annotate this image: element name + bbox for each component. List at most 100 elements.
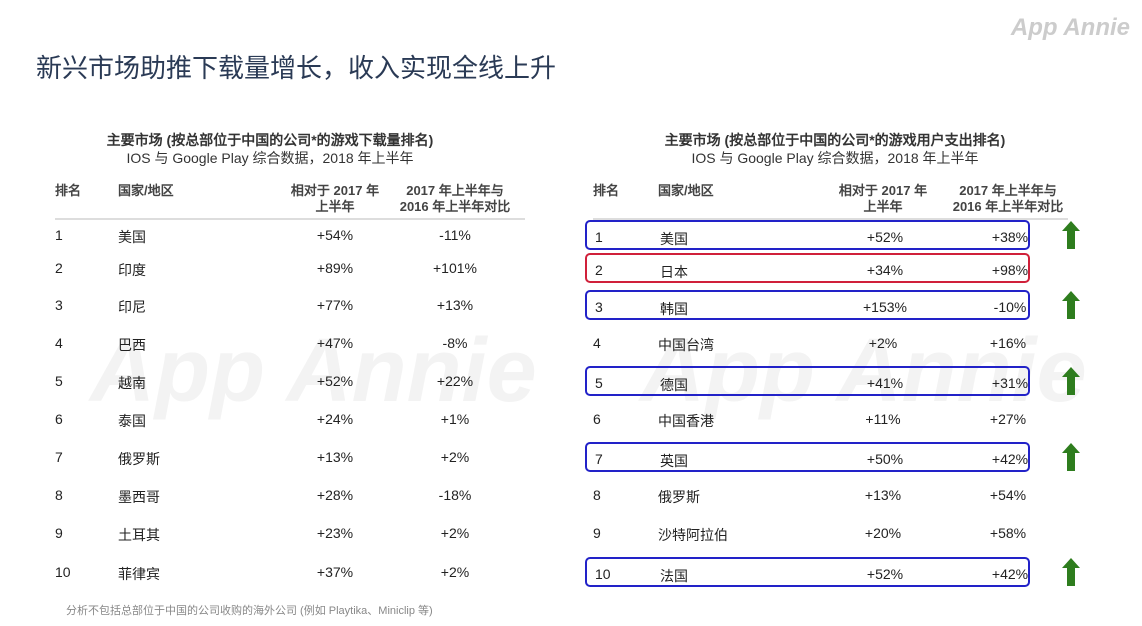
vs-2017: +11% — [865, 411, 901, 427]
table-row: 6 中国香港 +11% +27% — [585, 404, 1030, 434]
header-vs-2017: 相对于 2017 年上半年 — [838, 183, 928, 214]
country: 俄罗斯 — [118, 451, 160, 467]
yoy: +98% — [991, 262, 1029, 278]
vs-2017: +54% — [316, 227, 354, 243]
country: 沙特阿拉伯 — [658, 527, 728, 543]
country: 俄罗斯 — [658, 489, 700, 505]
table-row: 10 菲律宾 +37% +2% — [47, 557, 487, 587]
rank: 10 — [55, 564, 71, 580]
country: 德国 — [660, 377, 688, 393]
yoy: +58% — [989, 525, 1027, 541]
country: 中国香港 — [658, 413, 714, 429]
table-row: 7 英国 +50% +42% — [585, 442, 1030, 472]
yoy: +13% — [436, 297, 474, 313]
vs-2017: +89% — [316, 260, 354, 276]
up-arrow-icon — [1062, 558, 1080, 586]
table-row: 5 越南 +52% +22% — [47, 366, 487, 396]
country: 印度 — [118, 262, 146, 278]
country: 中国台湾 — [658, 337, 714, 353]
country: 墨西哥 — [118, 489, 160, 505]
vs-2017: +23% — [316, 525, 354, 541]
country: 韩国 — [660, 301, 688, 317]
header-rank: 排名 — [55, 183, 82, 198]
app-annie-logo: App Annie — [1010, 14, 1130, 41]
vs-2017: +77% — [316, 297, 354, 313]
yoy: +38% — [991, 229, 1029, 245]
rank: 6 — [593, 411, 601, 427]
table-row: 1 美国 +54% -11% — [47, 220, 487, 250]
rank: 3 — [595, 299, 603, 315]
rank: 10 — [595, 566, 611, 582]
rank: 2 — [595, 262, 603, 278]
table-title: 主要市场 (按总部位于中国的公司*的游戏下载量排名) IOS 与 Google P… — [106, 132, 434, 166]
rank: 3 — [55, 297, 63, 313]
header-rank: 排名 — [593, 183, 620, 198]
header-vs-2017: 相对于 2017 年上半年 — [290, 183, 380, 214]
vs-2017: +28% — [316, 487, 354, 503]
table-row: 5 德国 +41% +31% — [585, 366, 1030, 396]
rank: 4 — [55, 335, 63, 351]
page-title: 新兴市场助推下载量增长，收入实现全线上升 — [36, 53, 557, 83]
vs-2017: +52% — [866, 229, 904, 245]
table-row: 4 中国台湾 +2% +16% — [585, 328, 1030, 358]
yoy: +27% — [989, 411, 1027, 427]
rank: 9 — [593, 525, 601, 541]
up-arrow-icon — [1062, 291, 1080, 319]
country: 美国 — [660, 231, 688, 247]
country: 英国 — [660, 453, 688, 469]
country: 巴西 — [118, 337, 146, 353]
vs-2017: +52% — [866, 566, 904, 582]
yoy: +101% — [433, 260, 477, 276]
rank: 1 — [595, 229, 603, 245]
watermark: App Annie — [90, 321, 537, 421]
rank: 7 — [595, 451, 603, 467]
rank: 9 — [55, 525, 63, 541]
header-yoy: 2017 年上半年与 2016 年上半年对比 — [952, 183, 1064, 214]
yoy: -18% — [438, 487, 472, 503]
country: 土耳其 — [118, 527, 160, 543]
country: 菲律宾 — [118, 566, 160, 582]
yoy: +2% — [440, 564, 470, 580]
country: 越南 — [118, 375, 146, 391]
country: 泰国 — [118, 413, 146, 429]
table-row: 7 俄罗斯 +13% +2% — [47, 442, 487, 472]
up-arrow-icon — [1062, 221, 1080, 249]
watermark: App Annie — [640, 321, 1087, 421]
rank: 7 — [55, 449, 63, 465]
yoy: -10% — [993, 299, 1027, 315]
up-arrow-icon — [1062, 367, 1080, 395]
table-row: 6 泰国 +24% +1% — [47, 404, 487, 434]
rank: 1 — [55, 227, 63, 243]
divider — [55, 218, 525, 220]
yoy: -8% — [442, 335, 468, 351]
yoy: +2% — [440, 449, 470, 465]
header-country: 国家/地区 — [118, 183, 174, 198]
table-row: 9 沙特阿拉伯 +20% +58% — [585, 518, 1030, 548]
vs-2017: +20% — [864, 525, 902, 541]
rank: 4 — [593, 335, 601, 351]
yoy: +22% — [436, 373, 474, 389]
table-row: 1 美国 +52% +38% — [585, 220, 1030, 250]
vs-2017: +153% — [863, 299, 907, 315]
table-row: 10 法国 +52% +42% — [585, 557, 1030, 587]
table-row: 2 日本 +34% +98% — [585, 253, 1030, 283]
country: 美国 — [118, 229, 146, 245]
vs-2017: +37% — [316, 564, 354, 580]
yoy: +31% — [991, 375, 1029, 391]
rank: 5 — [55, 373, 63, 389]
table-row: 3 印尼 +77% +13% — [47, 290, 487, 320]
rank: 5 — [595, 375, 603, 391]
vs-2017: +34% — [866, 262, 904, 278]
rank: 8 — [55, 487, 63, 503]
vs-2017: +24% — [316, 411, 354, 427]
vs-2017: +41% — [866, 375, 904, 391]
yoy: +1% — [440, 411, 470, 427]
table-row: 8 墨西哥 +28% -18% — [47, 480, 487, 510]
yoy: +54% — [989, 487, 1027, 503]
vs-2017: +47% — [316, 335, 354, 351]
yoy: +16% — [989, 335, 1027, 351]
table-row: 8 俄罗斯 +13% +54% — [585, 480, 1030, 510]
vs-2017: +13% — [316, 449, 354, 465]
yoy: -11% — [439, 227, 471, 243]
country: 印尼 — [118, 299, 146, 315]
